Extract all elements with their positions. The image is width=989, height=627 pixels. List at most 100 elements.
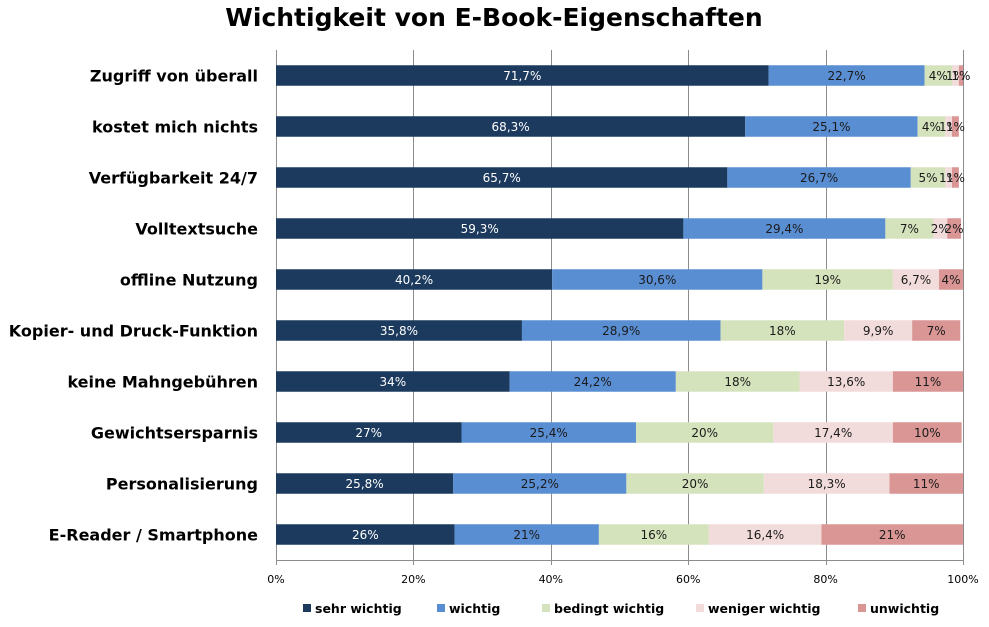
data-label: 34% [379,375,406,389]
data-label: 19% [814,273,841,287]
bar-segment [745,116,918,137]
data-label: 65,7% [483,171,521,185]
data-label: 25,1% [812,120,850,134]
data-label: 18% [769,324,796,338]
bar-segment [276,65,769,86]
data-label: 22,7% [827,69,865,83]
data-label: 18% [724,375,751,389]
bar-segment [763,473,890,494]
data-label: 25,8% [346,477,384,491]
bar-segment [910,167,946,188]
bar-segment [626,473,764,494]
data-label: 17,4% [814,426,852,440]
legend-label: weniger wichtig [708,601,821,616]
data-label: 25,2% [521,477,559,491]
data-label: 24,2% [574,375,612,389]
bar-segment [952,116,959,137]
bar-segment [773,422,893,443]
data-label: 40,2% [395,273,433,287]
category-label: kostet mich nichts [92,118,258,137]
data-label: 29,4% [765,222,803,236]
bar-segment [917,116,946,137]
data-label: 2% [945,222,964,236]
category-label: Zugriff von überall [90,67,258,86]
data-label: 16% [641,528,668,542]
bar-segment [453,473,627,494]
legend-label: sehr wichtig [315,601,402,616]
bar-segment [952,65,959,86]
data-label: 10% [914,426,941,440]
bar-segment [924,65,953,86]
data-label: 2% [931,222,950,236]
x-tick-label: 60% [676,573,700,586]
data-label: 18,3% [808,477,846,491]
legend-swatch [437,604,445,612]
bar-segment [885,218,934,239]
bar-segment [552,269,763,290]
data-label: 59,3% [461,222,499,236]
bar-segment [938,269,963,290]
data-label: 21% [513,528,540,542]
legend-swatch [303,604,311,612]
category-labels: Zugriff von überall kostet mich nichts Ver… [9,67,258,545]
category-label: offline Nutzung [120,271,258,290]
x-tick-labels: 0% 20% 40% 60% 80% 100% [267,573,978,586]
data-label: 7% [900,222,919,236]
data-label: 5% [918,171,937,185]
bars: 71,7% 22,7% 4%1%1%68,3% 25,1% 4%1%1%65,7% 26,… [276,65,970,545]
category-label: keine Mahngebühren [67,373,258,392]
data-label: 4% [922,120,941,134]
data-label: 27% [355,426,382,440]
category-label: Gewichtsersparnis [91,424,258,443]
bar-segment [521,320,721,341]
bar-segment [276,473,454,494]
bar-segment [821,524,963,545]
bar-segment [461,422,636,443]
bar-segment [952,167,959,188]
bar-segment [727,167,911,188]
bar-segment [683,218,886,239]
x-tick-label: 0% [267,573,284,586]
x-tick-label: 80% [813,573,837,586]
bar-segment [675,371,800,392]
bar-segment [889,473,963,494]
category-label: E-Reader / Smartphone [49,526,258,545]
category-label: Kopier- und Druck-Funktion [9,322,258,341]
data-label: 1% [946,171,965,185]
bar-segment [762,269,893,290]
category-label: Verfügbarkeit 24/7 [89,169,258,188]
bar-segment [708,524,822,545]
data-label: 71,7% [503,69,541,83]
bar-segment [276,269,553,290]
x-tick-label: 100% [947,573,978,586]
data-label: 11% [913,477,940,491]
legend-swatch [542,604,550,612]
data-label: 25,4% [530,426,568,440]
x-tick-label: 40% [539,573,563,586]
bar-segment [276,116,746,137]
bar-segment [598,524,709,545]
chart-title: Wichtigkeit von E-Book-Eigenschaften [225,3,762,32]
data-label: 26% [352,528,379,542]
bar-segment [509,371,676,392]
bar-segment [799,371,893,392]
bar-segment [276,422,462,443]
x-tick-label: 20% [401,573,425,586]
data-label: 26,7% [800,171,838,185]
data-label: 21% [879,528,906,542]
bar-segment [958,65,963,86]
bar-segment [276,218,684,239]
data-label: 9,9% [863,324,894,338]
bar-segment [892,269,939,290]
bar-segment [276,320,522,341]
data-label: 68,3% [492,120,530,134]
data-label: 13,6% [827,375,865,389]
data-label: 6,7% [901,273,932,287]
legend-swatch [696,604,704,612]
bar-segment [892,371,963,392]
legend-swatch [858,604,866,612]
data-label: 20% [691,426,718,440]
data-label: 20% [682,477,709,491]
bar-segment [933,218,948,239]
